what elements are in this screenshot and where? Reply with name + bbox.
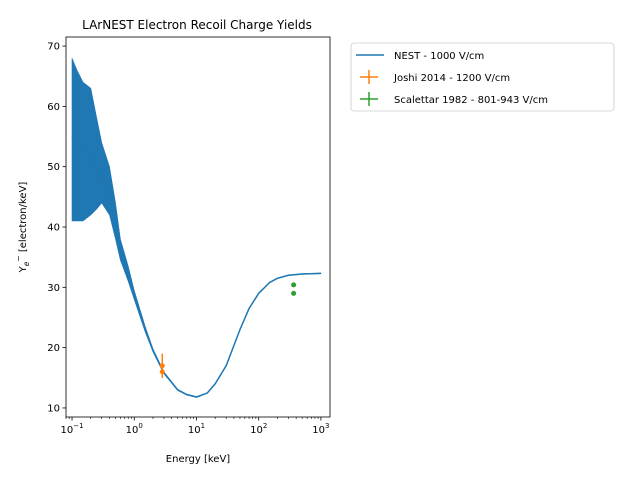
legend-items: NEST - 1000 V/cm Joshi 2014 - 1200 V/cm Sc… [356, 51, 548, 106]
plot-area [65, 36, 331, 418]
y-tick-label-0: 10 [47, 403, 60, 414]
y-axis-label-superscript: − [14, 255, 23, 261]
data-point-1-1 [159, 369, 165, 375]
legend-label-2: Scalettar 1982 - 801-943 V/cm [394, 95, 548, 106]
x-tick-label-3: 102 [250, 422, 267, 436]
y-axis-label-main: Y [18, 265, 29, 273]
y-tick-label-3: 40 [47, 223, 60, 234]
errorbar-layer [159, 282, 297, 378]
legend-label-1: Joshi 2014 - 1200 V/cm [393, 73, 510, 84]
chart-title: LArNEST Electron Recoil Charge Yields [82, 18, 312, 32]
x-tick-label-exponent: 1 [201, 422, 205, 430]
y-tick-label-2: 30 [47, 283, 60, 294]
x-axis-label: Energy [keV] [166, 454, 231, 465]
x-axis: 10−1 100 101 102 103 [60, 417, 330, 436]
x-tick-label-2: 101 [188, 422, 205, 436]
legend: NEST - 1000 V/cm Joshi 2014 - 1200 V/cm Sc… [350, 42, 615, 112]
x-tick-label-exponent: 0 [138, 422, 142, 430]
series-line-nest [71, 136, 321, 398]
y-tick-label-1: 20 [47, 343, 60, 354]
y-axis-label-subscript: e [22, 261, 31, 266]
data-point-2-1 [291, 290, 297, 296]
x-tick-label-exponent: 3 [325, 422, 329, 430]
x-tick-label-base: 10 [126, 425, 139, 436]
legend-frame [350, 42, 615, 112]
y-axis-label-rest: [electron/keV] [18, 182, 29, 256]
y-tick-label-6: 70 [47, 42, 60, 53]
band-layer [71, 57, 322, 398]
plot-background [66, 37, 330, 417]
x-tick-label-0: 10−1 [60, 422, 83, 436]
y-tick-label-4: 50 [47, 162, 60, 173]
x-tick-label-base: 10 [188, 425, 201, 436]
y-tick-label-5: 60 [47, 102, 60, 113]
x-tick-label-exponent: 2 [263, 422, 267, 430]
x-tick-label-base: 10 [250, 425, 263, 436]
x-tick-label-base: 10 [312, 425, 325, 436]
y-axis: 10 20 30 40 50 60 70 [47, 42, 66, 414]
x-tick-label-exponent: −1 [73, 422, 83, 430]
legend-label-0: NEST - 1000 V/cm [394, 51, 484, 62]
x-tick-label-base: 10 [60, 425, 73, 436]
y-axis-label: Ye− [electron/keV] [14, 182, 31, 274]
x-tick-label-4: 103 [312, 422, 329, 436]
x-tick-label-1: 100 [126, 422, 143, 436]
data-point-2-0 [291, 282, 297, 288]
